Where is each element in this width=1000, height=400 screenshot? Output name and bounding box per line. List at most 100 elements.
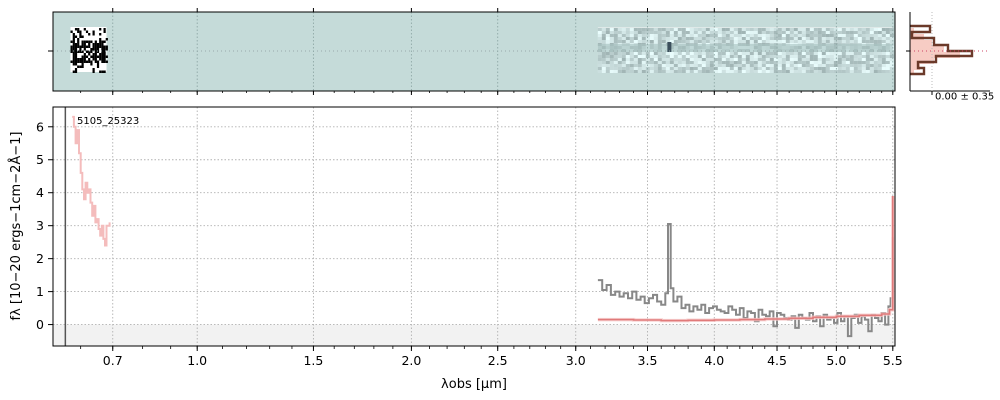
trace-pixel	[805, 40, 810, 43]
trace-pixel	[877, 52, 882, 55]
noise-pixel	[103, 28, 106, 31]
trace-pixel	[837, 52, 842, 55]
trace-pixel	[869, 55, 874, 58]
trace-pixel	[697, 52, 702, 55]
noise-pixel	[83, 60, 86, 63]
noise-pixel	[88, 60, 91, 63]
trace-pixel	[633, 28, 638, 31]
trace-pixel	[705, 67, 710, 70]
noise-pixel	[88, 50, 91, 53]
noise-pixel	[79, 58, 82, 61]
trace-pixel	[681, 70, 686, 73]
trace-pixel	[597, 61, 602, 64]
trace-pixel	[685, 70, 690, 73]
trace-pixel	[841, 55, 846, 58]
trace-pixel	[849, 67, 854, 70]
trace-pixel	[805, 28, 810, 31]
trace-pixel	[605, 55, 610, 58]
trace-pixel	[833, 34, 838, 37]
noise-pixel	[79, 35, 82, 38]
trace-pixel	[841, 52, 846, 55]
noise-pixel	[85, 30, 89, 33]
trace-pixel	[729, 58, 734, 61]
trace-pixel	[621, 58, 626, 61]
trace-pixel	[681, 40, 686, 43]
x-tick-label: 4.0	[704, 353, 724, 368]
trace-pixel	[641, 55, 646, 58]
trace-pixel	[645, 52, 650, 55]
trace-pixel	[629, 58, 634, 61]
trace-pixel	[637, 31, 642, 34]
trace-pixel	[865, 52, 870, 55]
trace-pixel	[617, 58, 622, 61]
trace-pixel	[821, 67, 826, 70]
noise-pixel	[92, 55, 95, 58]
trace-pixel	[669, 64, 674, 67]
trace-pixel	[765, 61, 770, 64]
noise-pixel	[88, 58, 91, 61]
trace-pixel	[885, 64, 890, 67]
trace-pixel	[737, 67, 742, 70]
trace-pixel	[777, 40, 782, 43]
trace-pixel	[813, 61, 818, 64]
trace-pixel	[709, 31, 714, 34]
trace-pixel	[653, 61, 658, 64]
trace-pixel	[769, 31, 774, 34]
trace-pixel	[805, 67, 810, 70]
trace-pixel	[889, 52, 894, 55]
trace-pixel	[689, 55, 694, 58]
noise-pixel	[90, 40, 93, 43]
trace-pixel	[693, 37, 698, 40]
trace-pixel	[753, 70, 758, 73]
trace-pixel	[673, 37, 678, 40]
trace-pixel	[721, 67, 726, 70]
trace-pixel	[773, 40, 778, 43]
trace-pixel	[657, 34, 662, 37]
trace-pixel	[725, 58, 730, 61]
trace-pixel	[693, 70, 698, 73]
trace-pixel	[657, 28, 662, 31]
trace-pixel	[601, 37, 606, 40]
trace-pixel	[749, 31, 754, 34]
trace-pixel	[693, 67, 698, 70]
trace-pixel	[697, 55, 702, 58]
trace-pixel	[609, 34, 614, 37]
trace-pixel	[845, 31, 850, 34]
trace-center	[597, 44, 893, 52]
trace-pixel	[725, 70, 730, 73]
trace-pixel	[821, 31, 826, 34]
noise-pixel	[101, 53, 104, 56]
profile-annotation: 0.00 ± 0.35	[935, 91, 994, 102]
noise-pixel	[74, 53, 78, 56]
trace-pixel	[601, 28, 606, 31]
trace-pixel	[781, 61, 786, 64]
trace-pixel	[889, 40, 894, 43]
trace-pixel	[641, 67, 646, 70]
trace-pixel	[649, 70, 654, 73]
trace-pixel	[785, 64, 790, 67]
trace-pixel	[797, 67, 802, 70]
y-tick-label: 0	[36, 317, 44, 332]
trace-pixel	[773, 70, 778, 73]
noise-pixel	[96, 48, 100, 51]
trace-pixel	[625, 40, 630, 43]
noise-pixel	[83, 45, 86, 48]
x-axis-label: λobs [μm]	[441, 377, 507, 392]
trace-pixel	[725, 31, 730, 34]
x-tick-label: 3.0	[566, 353, 586, 368]
trace-pixel	[741, 61, 746, 64]
trace-pixel	[745, 61, 750, 64]
trace-pixel	[753, 52, 758, 55]
trace-pixel	[833, 40, 838, 43]
trace-pixel	[725, 28, 730, 31]
trace-pixel	[865, 40, 870, 43]
noise-pixel	[74, 35, 78, 38]
trace-pixel	[709, 37, 714, 40]
trace-pixel	[729, 28, 734, 31]
y-ticks: 0 1 2 3 4 5 6	[36, 119, 53, 332]
trace-pixel	[829, 34, 834, 37]
trace-pixel	[685, 55, 690, 58]
trace-pixel	[733, 58, 738, 61]
noise-pixel	[96, 50, 100, 53]
trace-pixel	[793, 31, 798, 34]
